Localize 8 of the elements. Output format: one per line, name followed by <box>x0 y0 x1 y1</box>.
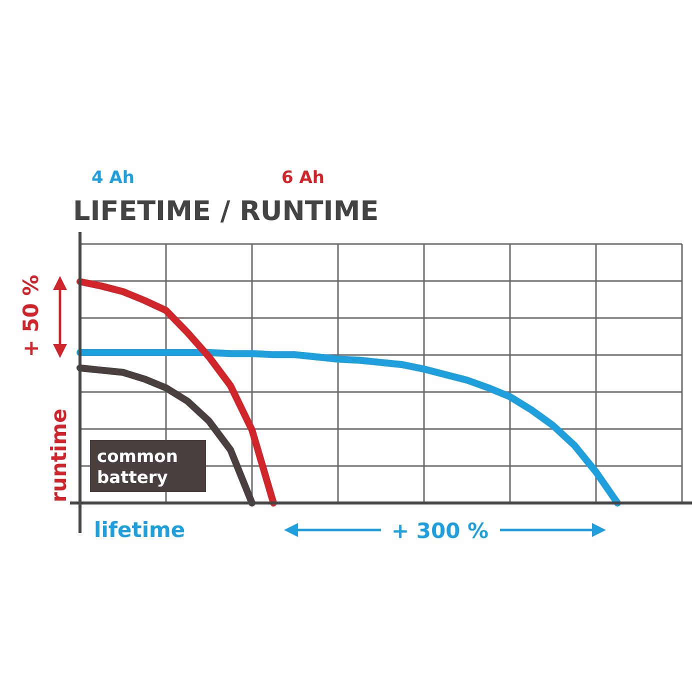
x-axis-title: lifetime <box>94 518 186 542</box>
text: + 50 % <box>19 274 43 358</box>
chart-title: LIFETIME / RUNTIME <box>73 196 379 227</box>
text: + 300 % <box>391 519 489 543</box>
y-axis-title: runtime <box>47 408 71 502</box>
text: 4 Ah <box>91 168 135 188</box>
text: 6 Ah <box>281 168 325 188</box>
text: common battery <box>97 447 178 488</box>
